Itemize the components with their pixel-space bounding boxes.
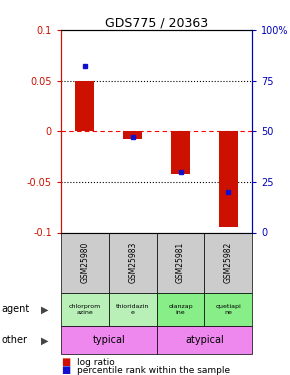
Text: GSM25981: GSM25981 — [176, 242, 185, 283]
Bar — [204, 232, 252, 292]
Bar — [157, 326, 252, 354]
Bar — [171, 131, 190, 174]
Bar — [204, 292, 252, 326]
Text: GSM25980: GSM25980 — [80, 242, 89, 283]
Text: chlorprom
azine: chlorprom azine — [69, 304, 101, 315]
Bar — [61, 232, 109, 292]
Text: GDS775 / 20363: GDS775 / 20363 — [105, 17, 208, 30]
Text: quetiapi
ne: quetiapi ne — [215, 304, 241, 315]
Text: agent: agent — [1, 304, 30, 314]
Text: percentile rank within the sample: percentile rank within the sample — [77, 366, 230, 375]
Text: ■: ■ — [61, 366, 70, 375]
Bar — [61, 292, 109, 326]
Text: olanzap
ine: olanzap ine — [168, 304, 193, 315]
Text: thioridazin
e: thioridazin e — [116, 304, 149, 315]
Text: log ratio: log ratio — [77, 358, 115, 367]
Bar — [109, 232, 157, 292]
Text: ■: ■ — [61, 357, 70, 367]
Bar — [157, 292, 204, 326]
Text: ▶: ▶ — [41, 304, 49, 314]
Text: ▶: ▶ — [41, 335, 49, 345]
Bar — [61, 326, 157, 354]
Text: typical: typical — [93, 335, 125, 345]
Bar — [109, 292, 157, 326]
Text: GSM25983: GSM25983 — [128, 242, 137, 283]
Text: GSM25982: GSM25982 — [224, 242, 233, 283]
Bar — [157, 232, 204, 292]
Bar — [123, 131, 142, 140]
Text: atypical: atypical — [185, 335, 224, 345]
Bar — [219, 131, 238, 227]
Text: other: other — [1, 335, 28, 345]
Bar — [75, 81, 94, 131]
